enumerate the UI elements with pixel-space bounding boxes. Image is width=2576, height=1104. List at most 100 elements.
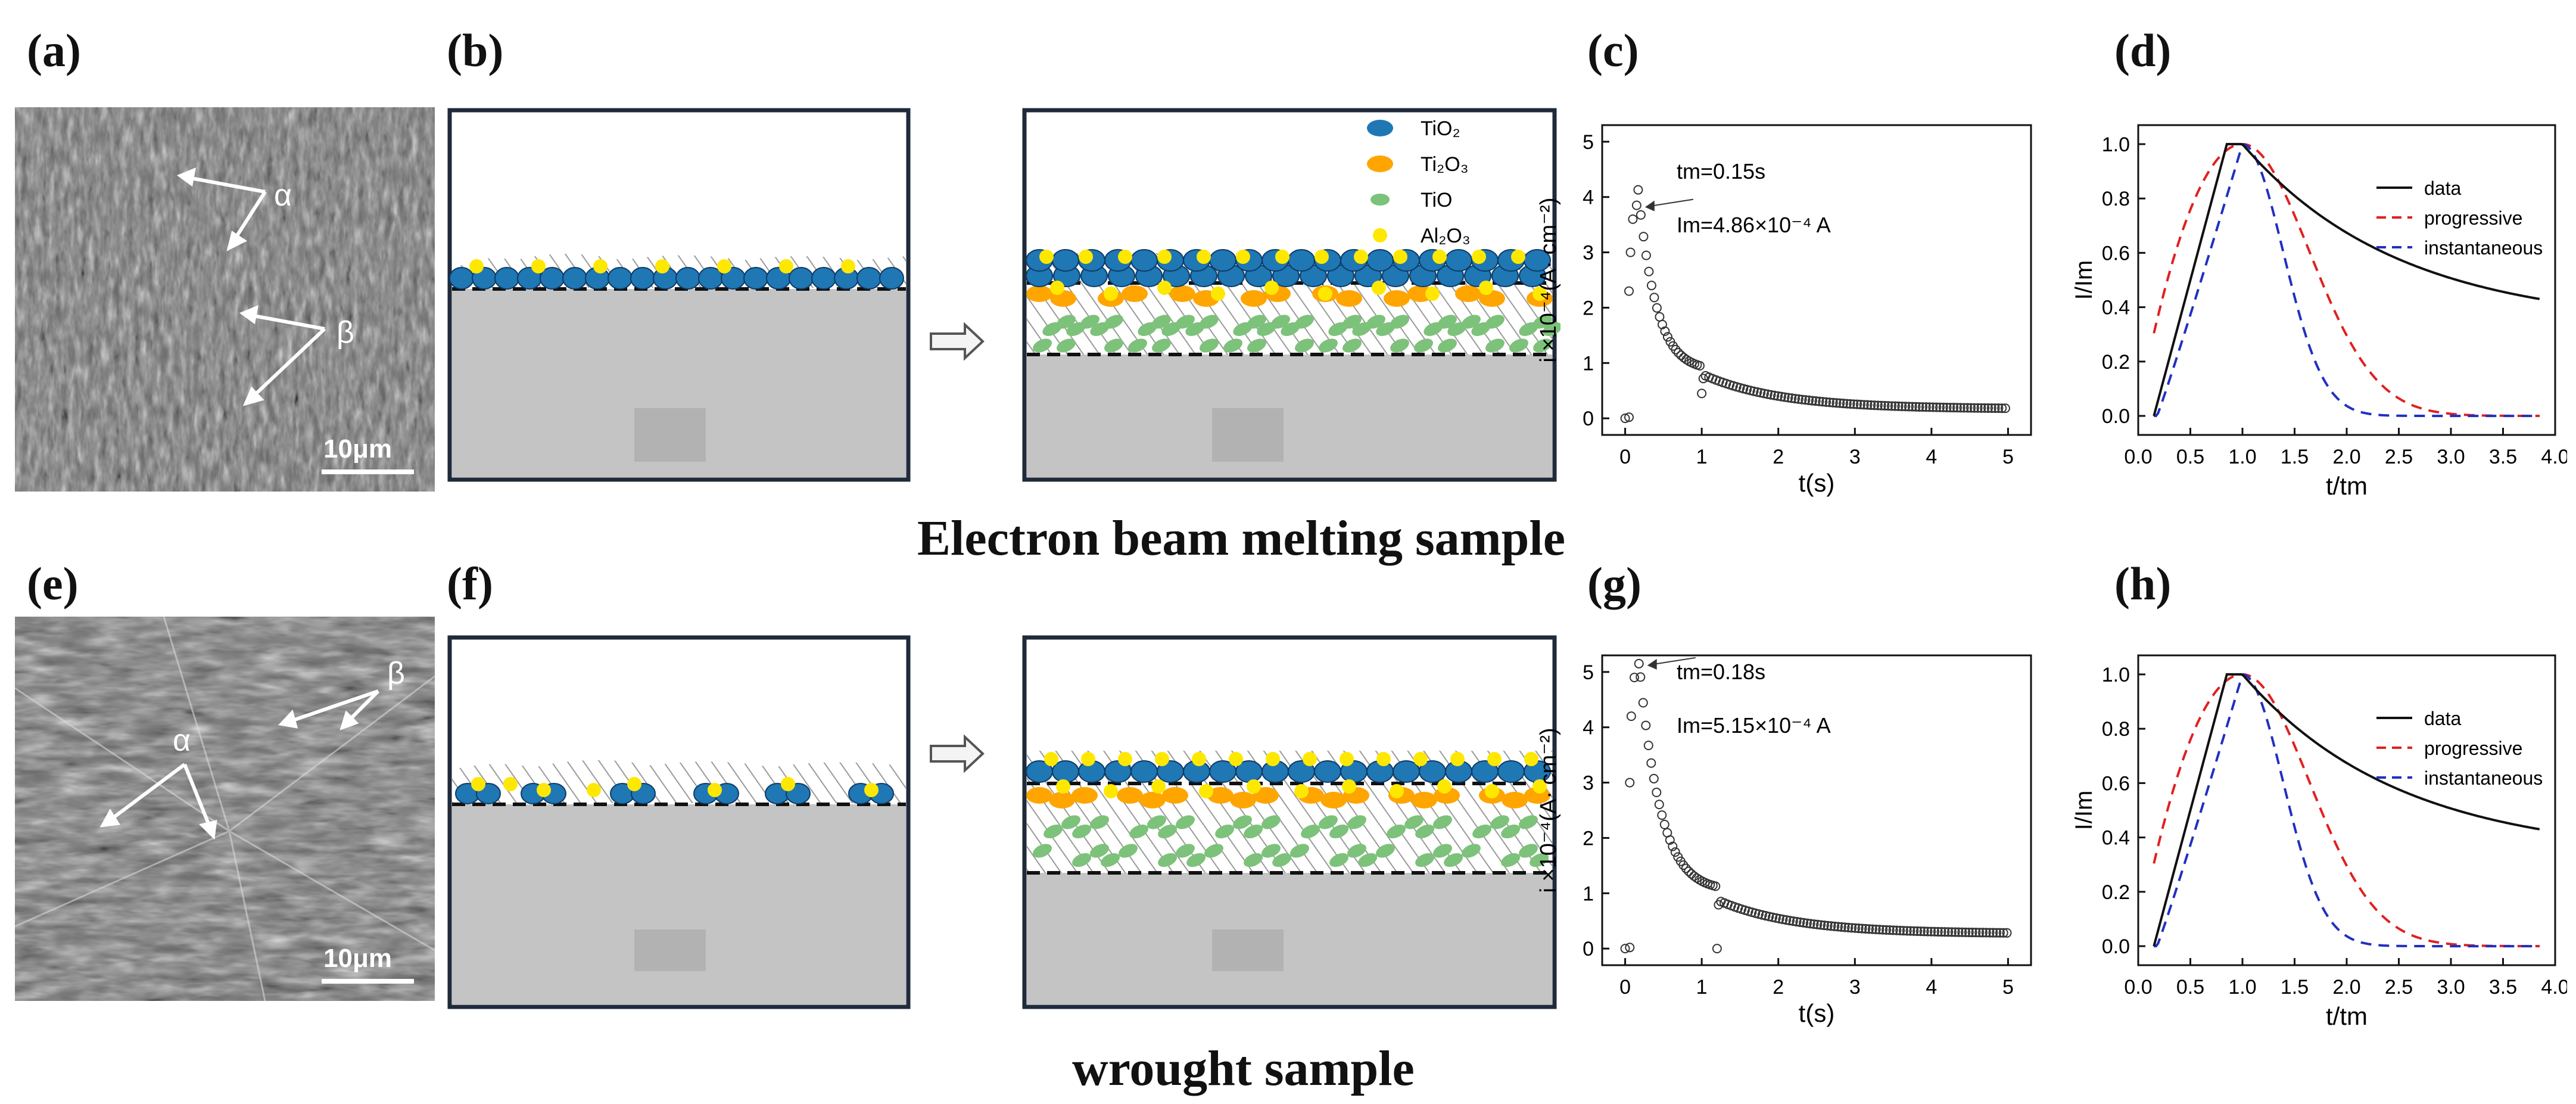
data-point [1839, 399, 1848, 409]
data-point [1864, 924, 1874, 934]
series-instantaneous [2154, 673, 2540, 948]
data-point [1935, 402, 1945, 412]
tio-particle [1519, 815, 1538, 829]
y-tick-label: 2 [1583, 297, 1594, 319]
ti2o3-particle [1502, 792, 1528, 808]
tio-particle [1501, 853, 1521, 867]
al2o3-particle [1315, 250, 1329, 264]
tio-particle [1329, 824, 1349, 839]
data-point [1681, 863, 1691, 873]
data-point [1759, 388, 1769, 399]
tio2-particle [1130, 760, 1158, 783]
al2o3-particle [1354, 250, 1368, 264]
y-tick-label: 0.6 [2102, 772, 2130, 795]
data-point [1620, 944, 1630, 954]
data-point [1628, 214, 1638, 224]
tio-particle [1057, 338, 1076, 353]
tio-particle [1033, 338, 1052, 353]
tio2-particle [449, 267, 474, 290]
tio-particle [1104, 315, 1123, 329]
tio-particle [1358, 853, 1378, 867]
data-point [1636, 672, 1646, 682]
data-point [1895, 925, 1905, 935]
al2o3-particle [1450, 752, 1465, 766]
data-point [1954, 927, 1964, 937]
legend-label-ti2o3: Ti₂O₃ [1421, 153, 1469, 176]
tio2-particle [1052, 760, 1079, 783]
tio-particle [1176, 815, 1195, 829]
x-tick-label: 2.0 [2332, 976, 2360, 999]
data-point [1807, 396, 1817, 406]
data-point [1847, 923, 1857, 933]
al2o3-particle [587, 783, 601, 797]
chart-h-normalized-transient-wrought: 0.0 0.5 1.0 1.5 2.0 2.5 3.0 3.5 4.0 0.0 0.2 0.4 0.6 0… [2071, 654, 2567, 1030]
data-point [1840, 922, 1850, 932]
panel-label-g: (g) [1587, 558, 1641, 609]
tio2-particle [1327, 265, 1354, 287]
chart-g-annotation-tm: tm=0.18s [1677, 660, 1765, 684]
tio2-particle [1366, 249, 1394, 272]
data-point [1909, 926, 1919, 936]
tio-particle [1161, 322, 1181, 336]
data-point [1795, 917, 1805, 927]
tio-particle [1352, 322, 1372, 336]
scale-bar-wrought [322, 979, 414, 984]
tio-particle [1329, 853, 1349, 867]
al2o3-particle [1104, 784, 1118, 798]
al2o3-particle [1118, 250, 1132, 264]
tio-particle [1090, 844, 1109, 858]
data-point [1995, 928, 2005, 938]
chart-h-xlabel: t/tm [2326, 1002, 2368, 1030]
al2o3-particle [471, 777, 485, 791]
data-point [1961, 927, 1971, 937]
al2o3-particle [1236, 250, 1250, 264]
ti2o3-particle [1253, 787, 1279, 804]
tio-particle [1244, 824, 1263, 839]
tio-particle [1185, 322, 1205, 336]
data-point [1816, 920, 1826, 930]
x-tick-label: 2.5 [2385, 446, 2413, 468]
data-point [1974, 928, 1985, 938]
tio2-particle [1393, 760, 1420, 783]
data-point [1673, 347, 1683, 357]
al2o3-particle [779, 259, 793, 273]
data-point [1907, 402, 1917, 412]
data-point [1644, 266, 1654, 276]
tio-particle [1415, 853, 1435, 867]
tio-particle [1424, 322, 1443, 336]
data-point [1986, 403, 1996, 413]
data-point [1914, 402, 1924, 412]
series-data [2153, 142, 2540, 416]
annotation-arrowhead [1647, 658, 1657, 670]
tio-particle [1101, 853, 1120, 867]
data-point [1776, 391, 1786, 402]
tio-particle [1233, 322, 1253, 336]
data-point [1857, 923, 1867, 934]
x-tick-label: 0.0 [2124, 446, 2152, 468]
tio-particle [1347, 844, 1366, 858]
data-point [1797, 394, 1807, 405]
data-point [1792, 917, 1802, 927]
al2o3-particle [1264, 281, 1279, 295]
data-point [1964, 927, 1974, 937]
data-point [1826, 921, 1836, 931]
data-point [1911, 402, 1921, 412]
al2o3-particle [1229, 752, 1243, 766]
tio2-particle [1130, 249, 1158, 272]
al2o3-particle [1413, 752, 1428, 766]
data-point [1697, 388, 1707, 399]
tio-particle [1533, 338, 1552, 353]
x-tick-label: 3.5 [2489, 446, 2517, 468]
data-point [1998, 928, 2008, 938]
y-tick-label: 3 [1583, 242, 1594, 265]
tio-particle [1295, 315, 1314, 329]
data-point [1671, 344, 1681, 354]
tio2-particle [608, 267, 633, 290]
data-point [1801, 395, 1811, 405]
al2o3-particle [1104, 287, 1118, 301]
data-point [1649, 293, 1659, 303]
legend-label: data [2424, 178, 2461, 199]
annotation-arrow [1647, 198, 1694, 207]
tio-particle [1244, 853, 1263, 867]
ti2o3-particle [1384, 290, 1410, 307]
